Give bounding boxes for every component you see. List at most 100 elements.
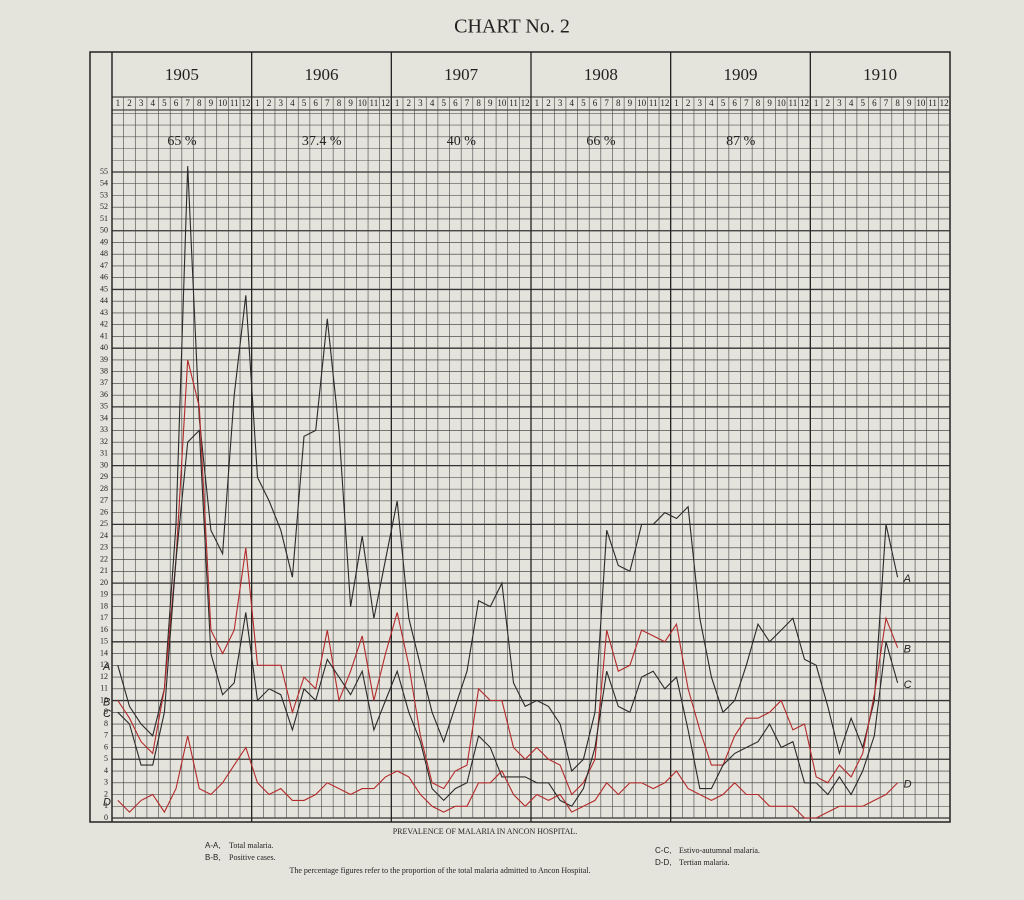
y-tick-label: 41 bbox=[100, 331, 108, 340]
month-label: 3 bbox=[418, 98, 423, 108]
month-label: 6 bbox=[453, 98, 458, 108]
month-label: 3 bbox=[558, 98, 563, 108]
month-label: 5 bbox=[441, 98, 446, 108]
y-tick-label: 12 bbox=[100, 672, 108, 681]
y-tick-label: 43 bbox=[100, 308, 108, 317]
y-tick-label: 32 bbox=[100, 437, 108, 446]
year-label: 1910 bbox=[863, 65, 897, 84]
series-line bbox=[117, 166, 899, 773]
y-tick-label: 52 bbox=[100, 202, 108, 211]
year-label: 1908 bbox=[584, 65, 618, 84]
month-label: 7 bbox=[744, 98, 749, 108]
chart-title: CHART No. 2 bbox=[454, 16, 570, 38]
month-label: 9 bbox=[209, 98, 214, 108]
y-tick-label: 35 bbox=[100, 402, 108, 411]
month-label: 2 bbox=[127, 98, 132, 108]
month-label: 2 bbox=[546, 98, 551, 108]
month-label: 5 bbox=[302, 98, 307, 108]
y-tick-label: 45 bbox=[100, 284, 108, 293]
legend-key: A-A, bbox=[205, 841, 221, 850]
y-tick-label: 1 bbox=[104, 801, 108, 810]
month-label: 2 bbox=[407, 98, 412, 108]
month-label: 7 bbox=[604, 98, 609, 108]
y-tick-label: 21 bbox=[100, 566, 108, 575]
month-label: 9 bbox=[488, 98, 493, 108]
y-tick-label: 25 bbox=[100, 519, 108, 528]
y-tick-label: 51 bbox=[100, 214, 108, 223]
legend-key: C-C, bbox=[655, 846, 671, 855]
month-label: 4 bbox=[290, 98, 295, 108]
month-label: 1 bbox=[395, 98, 400, 108]
month-label: 6 bbox=[313, 98, 318, 108]
end-tag: C bbox=[904, 679, 912, 691]
y-tick-label: 50 bbox=[100, 226, 108, 235]
month-label: 5 bbox=[721, 98, 726, 108]
y-tick-label: 9 bbox=[104, 707, 108, 716]
month-label: 8 bbox=[476, 98, 481, 108]
month-label: 12 bbox=[940, 98, 949, 108]
y-tick-label: 17 bbox=[100, 613, 108, 622]
frame bbox=[89, 51, 951, 823]
y-tick-label: 14 bbox=[100, 648, 108, 657]
y-tick-label: 46 bbox=[100, 273, 108, 282]
y-tick-label: 4 bbox=[104, 766, 108, 775]
month-label: 3 bbox=[837, 98, 842, 108]
y-tick-label: 2 bbox=[104, 789, 108, 798]
month-label: 1 bbox=[814, 98, 819, 108]
month-label: 12 bbox=[241, 98, 250, 108]
y-tick-label: 44 bbox=[100, 296, 108, 305]
y-tick-label: 20 bbox=[100, 578, 108, 587]
y-tick-label: 39 bbox=[100, 355, 108, 364]
month-label: 10 bbox=[777, 98, 787, 108]
series-line bbox=[117, 359, 899, 796]
year-label: 1909 bbox=[724, 65, 758, 84]
y-tick-label: 40 bbox=[100, 343, 108, 352]
month-label: 11 bbox=[509, 98, 518, 108]
month-label: 12 bbox=[800, 98, 809, 108]
month-label: 12 bbox=[381, 98, 390, 108]
y-tick-label: 22 bbox=[100, 554, 108, 563]
end-tag: A bbox=[903, 573, 911, 585]
month-label: 1 bbox=[674, 98, 679, 108]
y-tick-label: 49 bbox=[100, 237, 108, 246]
month-label: 10 bbox=[218, 98, 228, 108]
month-label: 6 bbox=[872, 98, 877, 108]
y-tick-label: 34 bbox=[100, 413, 108, 422]
y-tick-label: 47 bbox=[100, 261, 108, 270]
y-tick-label: 6 bbox=[104, 742, 108, 751]
y-tick-label: 10 bbox=[100, 695, 108, 704]
month-label: 2 bbox=[826, 98, 831, 108]
percentage: 37.4 % bbox=[302, 134, 342, 149]
y-tick-label: 30 bbox=[100, 460, 108, 469]
month-label: 4 bbox=[150, 98, 155, 108]
legend-name: Positive cases. bbox=[229, 853, 276, 862]
month-label: 10 bbox=[358, 98, 368, 108]
month-label: 11 bbox=[789, 98, 798, 108]
y-tick-label: 24 bbox=[100, 531, 108, 540]
percentage: 87 % bbox=[726, 134, 756, 149]
legend-key: D-D, bbox=[655, 858, 671, 867]
month-label: 7 bbox=[325, 98, 330, 108]
month-label: 8 bbox=[756, 98, 761, 108]
percentage: 65 % bbox=[167, 134, 197, 149]
month-label: 8 bbox=[197, 98, 202, 108]
year-label: 1907 bbox=[444, 65, 479, 84]
y-tick-label: 8 bbox=[104, 719, 108, 728]
y-tick-label: 13 bbox=[100, 660, 108, 669]
month-label: 9 bbox=[348, 98, 353, 108]
y-tick-label: 26 bbox=[100, 507, 108, 516]
month-label: 9 bbox=[767, 98, 772, 108]
legend-name: Tertian malaria. bbox=[679, 858, 730, 867]
legend-name: Total malaria. bbox=[229, 841, 273, 850]
y-tick-label: 23 bbox=[100, 543, 108, 552]
y-tick-label: 5 bbox=[104, 754, 108, 763]
month-label: 10 bbox=[916, 98, 926, 108]
month-label: 9 bbox=[628, 98, 633, 108]
month-label: 5 bbox=[581, 98, 586, 108]
y-tick-label: 53 bbox=[100, 190, 108, 199]
y-tick-label: 16 bbox=[100, 625, 108, 634]
subtitle: PREVALENCE OF MALARIA IN ANCON HOSPITAL. bbox=[393, 827, 578, 836]
legend-key: B-B, bbox=[205, 853, 221, 862]
end-tag: D bbox=[904, 779, 912, 791]
